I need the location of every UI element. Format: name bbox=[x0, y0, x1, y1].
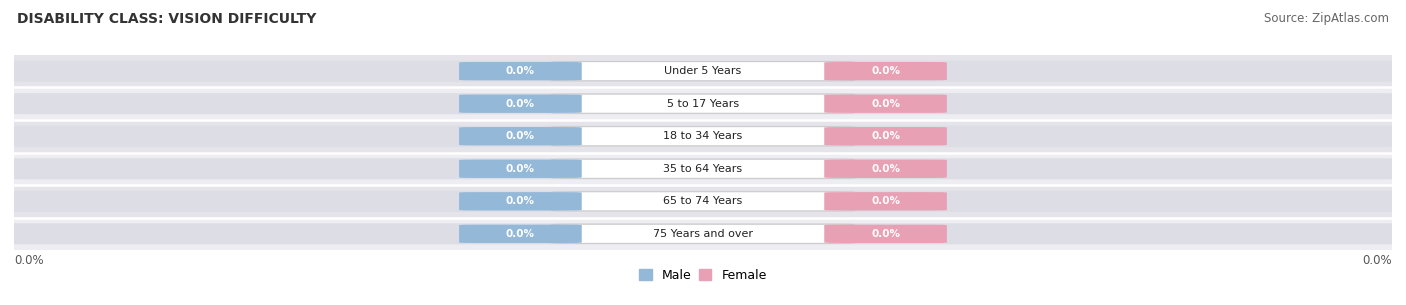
FancyBboxPatch shape bbox=[551, 62, 855, 81]
Bar bbox=[14, 88, 1392, 120]
FancyBboxPatch shape bbox=[7, 158, 1399, 179]
Text: 5 to 17 Years: 5 to 17 Years bbox=[666, 99, 740, 109]
FancyBboxPatch shape bbox=[460, 62, 582, 80]
Text: 0.0%: 0.0% bbox=[506, 99, 534, 109]
Text: 18 to 34 Years: 18 to 34 Years bbox=[664, 131, 742, 141]
FancyBboxPatch shape bbox=[824, 160, 946, 178]
FancyBboxPatch shape bbox=[460, 127, 582, 145]
Bar bbox=[14, 55, 1392, 88]
Text: 0.0%: 0.0% bbox=[14, 254, 44, 267]
FancyBboxPatch shape bbox=[460, 192, 582, 210]
FancyBboxPatch shape bbox=[460, 160, 582, 178]
FancyBboxPatch shape bbox=[824, 127, 946, 145]
Text: 0.0%: 0.0% bbox=[872, 164, 900, 174]
FancyBboxPatch shape bbox=[7, 126, 1399, 147]
Text: Under 5 Years: Under 5 Years bbox=[665, 66, 741, 76]
FancyBboxPatch shape bbox=[824, 192, 946, 210]
Text: 0.0%: 0.0% bbox=[506, 66, 534, 76]
Text: 75 Years and over: 75 Years and over bbox=[652, 229, 754, 239]
FancyBboxPatch shape bbox=[551, 192, 855, 211]
Text: 0.0%: 0.0% bbox=[506, 196, 534, 206]
FancyBboxPatch shape bbox=[551, 127, 855, 146]
FancyBboxPatch shape bbox=[7, 223, 1399, 244]
Bar bbox=[14, 217, 1392, 250]
FancyBboxPatch shape bbox=[824, 225, 946, 243]
Text: 0.0%: 0.0% bbox=[872, 196, 900, 206]
FancyBboxPatch shape bbox=[824, 62, 946, 80]
Bar bbox=[14, 152, 1392, 185]
Text: 0.0%: 0.0% bbox=[1362, 254, 1392, 267]
FancyBboxPatch shape bbox=[551, 159, 855, 178]
FancyBboxPatch shape bbox=[7, 191, 1399, 212]
FancyBboxPatch shape bbox=[7, 93, 1399, 114]
Text: 0.0%: 0.0% bbox=[872, 99, 900, 109]
Text: DISABILITY CLASS: VISION DIFFICULTY: DISABILITY CLASS: VISION DIFFICULTY bbox=[17, 12, 316, 26]
Text: 0.0%: 0.0% bbox=[872, 229, 900, 239]
FancyBboxPatch shape bbox=[460, 225, 582, 243]
Text: 35 to 64 Years: 35 to 64 Years bbox=[664, 164, 742, 174]
FancyBboxPatch shape bbox=[7, 61, 1399, 82]
FancyBboxPatch shape bbox=[551, 224, 855, 243]
FancyBboxPatch shape bbox=[460, 95, 582, 113]
Text: Source: ZipAtlas.com: Source: ZipAtlas.com bbox=[1264, 12, 1389, 25]
FancyBboxPatch shape bbox=[824, 95, 946, 113]
Text: 0.0%: 0.0% bbox=[506, 131, 534, 141]
FancyBboxPatch shape bbox=[551, 94, 855, 113]
Text: 0.0%: 0.0% bbox=[872, 131, 900, 141]
Legend: Male, Female: Male, Female bbox=[634, 264, 772, 287]
Bar bbox=[14, 185, 1392, 217]
Text: 0.0%: 0.0% bbox=[506, 229, 534, 239]
Text: 0.0%: 0.0% bbox=[506, 164, 534, 174]
Text: 65 to 74 Years: 65 to 74 Years bbox=[664, 196, 742, 206]
Bar bbox=[14, 120, 1392, 152]
Text: 0.0%: 0.0% bbox=[872, 66, 900, 76]
